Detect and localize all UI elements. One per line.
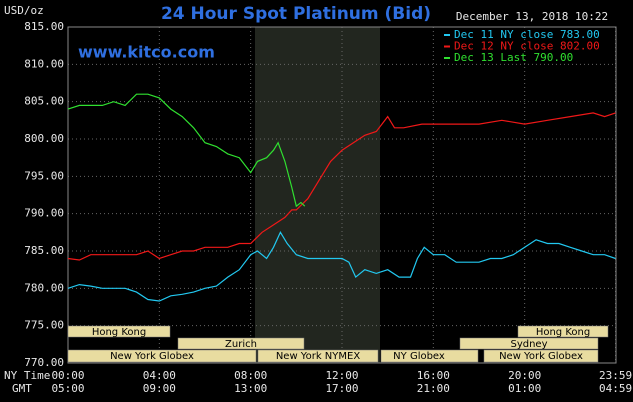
series-line (67, 93, 306, 208)
y-tick-label: 770.00 (24, 356, 64, 369)
session-box (257, 349, 379, 363)
x-tick-label-gmt: 21:00 (417, 382, 450, 395)
y-tick-label: 810.00 (24, 57, 64, 70)
session-label: Zurich (225, 339, 257, 350)
watermark: www.kitco.com (78, 43, 215, 62)
legend-label: Dec 13 Last 790.00 (454, 51, 573, 64)
y-tick-label: 795.00 (24, 169, 64, 182)
sessions: Hong Kong Hong Kong Zurich Sydney New Yo… (67, 325, 609, 363)
session-box (380, 349, 479, 363)
x-axis-label: NY Time (4, 369, 50, 382)
session-label: New York Globex (499, 351, 583, 362)
session-box (517, 325, 609, 338)
session-box (459, 337, 599, 350)
session-label: Hong Kong (536, 327, 590, 338)
x-tick-label-gmt: 05:00 (51, 382, 84, 395)
x-tick-label: 20:00 (508, 369, 541, 382)
session-box (483, 349, 599, 363)
session-label: New York Globex (110, 351, 194, 362)
x-tick-label-gmt: 13:00 (234, 382, 267, 395)
x-tick-label-gmt: 17:00 (325, 382, 358, 395)
x-tick-label-gmt: 09:00 (143, 382, 176, 395)
session-box (67, 325, 171, 338)
x-tick-label: 08:00 (234, 369, 267, 382)
y-tick-label: 800.00 (24, 132, 64, 145)
x-tick-label-gmt: 01:00 (508, 382, 541, 395)
market-shading (255, 27, 380, 363)
x-tick-label: 23:59 (599, 369, 632, 382)
session-label: Sydney (510, 339, 547, 350)
session-label: NY Globex (393, 351, 445, 362)
x-tick-label: 12:00 (325, 369, 358, 382)
session-label: Hong Kong (92, 327, 146, 338)
legend-label: Dec 11 NY close 783.00 (454, 28, 600, 41)
y-tick-label: 790.00 (24, 207, 64, 220)
chart-title: 24 Hour Spot Platinum (Bid) (161, 4, 431, 24)
y-tick-label: 785.00 (24, 244, 64, 257)
x-tick-label: 00:00 (51, 369, 84, 382)
y-tick-label: 775.00 (24, 319, 64, 332)
y-tick-label: 780.00 (24, 281, 64, 294)
series-line (67, 231, 616, 302)
x-tick-label: 04:00 (143, 369, 176, 382)
y-tick-label: 815.00 (24, 20, 64, 33)
session-label: New York NYMEX (276, 351, 361, 362)
session-box (67, 349, 257, 363)
timestamp: December 13, 2018 10:22 (456, 10, 608, 23)
y-tick-label: 805.00 (24, 95, 64, 108)
legend-label: Dec 12 NY close 802.00 (454, 40, 600, 53)
plot-frame (67, 26, 617, 364)
x-tick-label-gmt: 04:59 (599, 382, 632, 395)
x-axis-label: GMT (12, 382, 32, 395)
series-line (67, 112, 616, 261)
session-box (177, 337, 305, 350)
x-tick-label: 16:00 (417, 369, 450, 382)
unit-label: USD/oz (4, 4, 44, 17)
